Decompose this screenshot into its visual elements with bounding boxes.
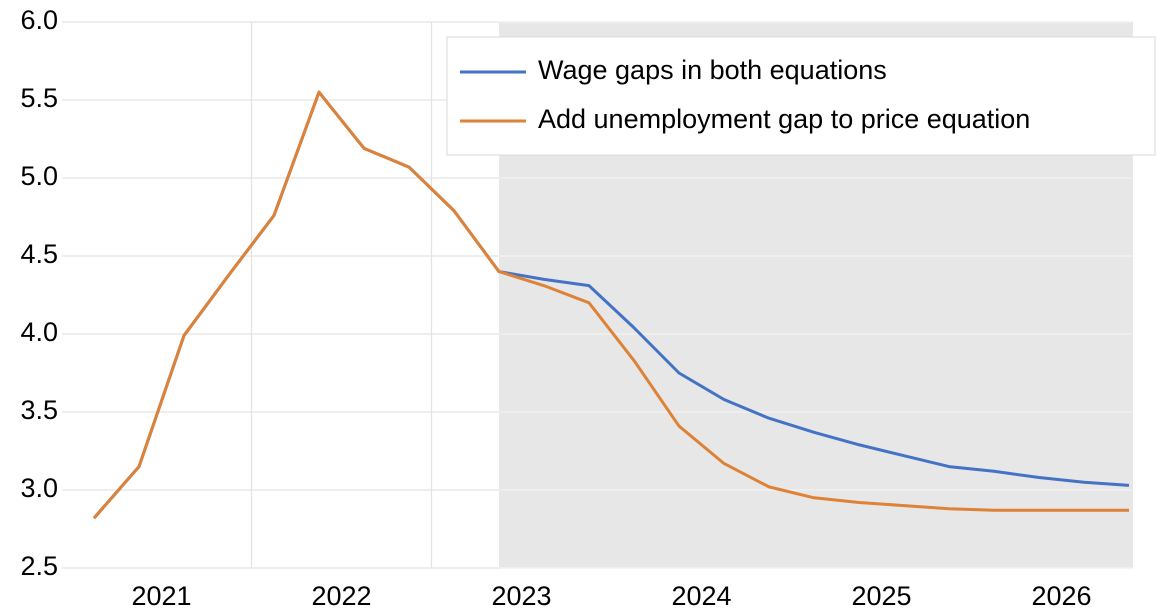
x-tick-label: 2023	[491, 581, 551, 611]
x-tick-label: 2025	[851, 581, 911, 611]
y-tick-label: 2.5	[20, 551, 58, 581]
x-tick-label: 2021	[131, 581, 191, 611]
y-tick-label: 4.5	[20, 239, 58, 269]
x-tick-label: 2022	[311, 581, 371, 611]
x-tick-label: 2024	[671, 581, 731, 611]
y-tick-label: 3.0	[20, 473, 58, 503]
series-line	[92, 90, 1129, 520]
y-tick-label: 3.5	[20, 395, 58, 425]
legend-label: Add unemployment gap to price equation	[538, 104, 1030, 134]
y-tick-label: 5.0	[20, 161, 58, 191]
y-tick-label: 4.0	[20, 317, 58, 347]
y-tick-label: 5.5	[20, 83, 58, 113]
y-tick-label: 6.0	[20, 5, 58, 35]
legend-label: Wage gaps in both equations	[538, 55, 887, 85]
legend-box	[446, 36, 1156, 156]
x-tick-label: 2026	[1031, 581, 1091, 611]
legend: Wage gaps in both equations Add unemploym…	[446, 36, 1156, 156]
